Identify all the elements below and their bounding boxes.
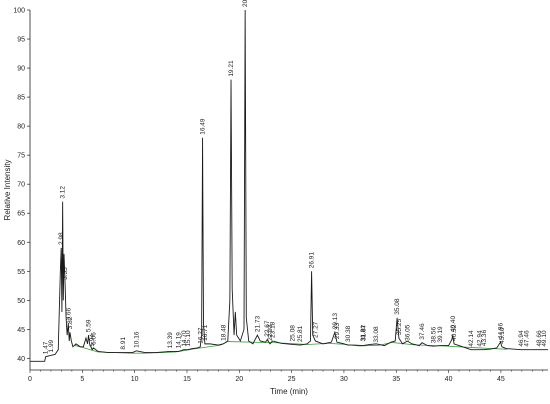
peak-label: 43.36 — [481, 329, 488, 346]
peak-label: 46.94 — [518, 330, 525, 347]
chromatogram-trace — [30, 9, 548, 362]
peak-label: 3.35 — [62, 267, 69, 280]
peak-label: 39.19 — [437, 326, 444, 343]
baseline-segment — [227, 341, 265, 343]
peak-label: 23.18 — [270, 321, 277, 338]
peak-label: 48.66 — [536, 330, 543, 347]
x-tick-label: 35 — [392, 376, 400, 383]
peak-label: 5.59 — [86, 319, 93, 332]
peak-label: 18.48 — [220, 324, 227, 341]
y-axis-label: Relative Intensity — [3, 160, 12, 221]
peak-label: 38.56 — [431, 327, 438, 344]
baseline-segment — [448, 345, 462, 348]
peak-label: 19.21 — [228, 60, 235, 77]
y-tick-label: 100 — [13, 8, 25, 15]
y-tick-label: 95 — [17, 37, 25, 44]
peak-label: 20.56 — [242, 0, 249, 7]
peak-label: 16.27 — [197, 327, 204, 344]
peak-label: 49.10 — [541, 330, 548, 347]
peak-label: 30.38 — [345, 325, 352, 342]
peak-label: 16.49 — [200, 118, 207, 135]
y-tick-label: 70 — [17, 182, 25, 189]
y-tick-label: 65 — [17, 211, 25, 218]
peak-label: 27.27 — [312, 321, 319, 338]
peak-label: 13.39 — [167, 332, 174, 349]
peak-label: 22.93 — [267, 324, 274, 341]
peak-label: 14.19 — [175, 332, 182, 349]
x-tick-label: 45 — [497, 376, 505, 383]
peak-label: 29.33 — [334, 322, 341, 339]
peak-label: 25.08 — [289, 325, 296, 342]
peak-label: 16.71 — [202, 324, 209, 341]
baseline-segment — [82, 346, 99, 353]
peak-label: 2.98 — [58, 232, 65, 245]
peak-label: 31.81 — [360, 325, 367, 342]
y-tick-label: 80 — [17, 124, 25, 131]
peak-label: 22.67 — [264, 320, 271, 337]
peak-label: 33.08 — [373, 326, 380, 343]
peak-label: 40.40 — [450, 316, 457, 333]
peak-label: 47.46 — [524, 330, 531, 347]
peak-label: 15.10 — [185, 330, 192, 347]
x-tick-label: 25 — [288, 376, 296, 383]
y-tick-label: 45 — [17, 327, 25, 334]
baseline-segment — [461, 346, 496, 350]
baseline-segment — [193, 344, 221, 350]
y-tick-label: 50 — [17, 298, 25, 305]
y-tick-label: 85 — [17, 95, 25, 102]
peak-label: 36.05 — [404, 324, 411, 341]
x-tick-label: 5 — [80, 376, 84, 383]
peak-label: 3.66 — [65, 308, 72, 321]
peak-label: 31.87 — [361, 324, 368, 341]
x-tick-label: 0 — [28, 376, 32, 383]
x-tick-label: 40 — [445, 376, 453, 383]
peak-label: 14.70 — [181, 330, 188, 347]
peak-label: 35.25 — [396, 318, 403, 335]
peak-label: 40.52 — [451, 324, 458, 341]
peak-label: 8.91 — [120, 337, 127, 350]
peak-label: 42.14 — [468, 330, 475, 347]
x-tick-label: 30 — [340, 376, 348, 383]
axis-ticks: 40 45 50 55 60 65 70 75 80 85 90 95 100 0 5 10 15 20 25 30 3… — [13, 8, 544, 383]
peak-label: 45.10 — [499, 327, 506, 344]
peak-label: 3.82 — [67, 316, 74, 329]
peak-label: 42.94 — [476, 330, 483, 347]
peak-label: 29.13 — [332, 313, 339, 330]
x-axis-label: Time (min) — [270, 387, 308, 396]
peak-label: 44.96 — [497, 322, 504, 339]
peak-label: 10.16 — [133, 331, 140, 348]
x-tick-label: 20 — [235, 376, 243, 383]
y-tick-label: 90 — [17, 66, 25, 73]
peak-label: 3.12 — [60, 186, 67, 199]
x-tick-label: 10 — [131, 376, 139, 383]
peak-label: 5.94 — [89, 334, 96, 347]
y-tick-label: 60 — [17, 240, 25, 247]
y-tick-label: 75 — [17, 153, 25, 160]
x-tick-label: 15 — [183, 376, 191, 383]
peak-label: 6.06 — [90, 332, 97, 345]
y-tick-label: 55 — [17, 269, 25, 276]
peak-label: 37.46 — [419, 323, 426, 340]
peak-label: 1.47 — [42, 341, 49, 354]
peak-label: 26.91 — [309, 252, 316, 269]
y-tick-label: 40 — [17, 356, 25, 363]
peak-label: 35.08 — [394, 298, 401, 315]
baseline-segment — [328, 342, 343, 345]
peak-label: 25.81 — [297, 325, 304, 342]
peak-label: 1.99 — [48, 339, 55, 352]
peak-labels: 1.471.99 2.98 3.12 3.35 3.663.82 5.59 5.946.06… — [42, 0, 547, 354]
peak-label: 21.73 — [254, 316, 261, 333]
